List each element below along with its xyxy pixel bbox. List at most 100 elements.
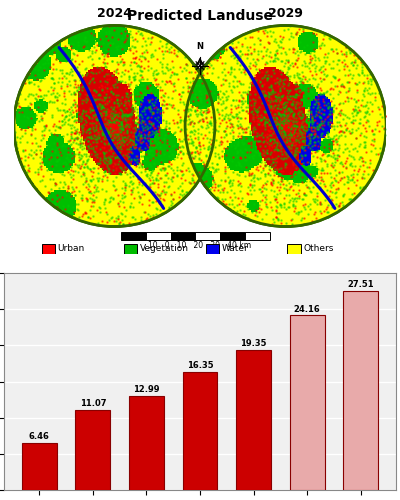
Point <box>70 208 77 216</box>
Point <box>194 106 200 114</box>
Point <box>107 197 113 205</box>
Point <box>115 91 121 99</box>
Point <box>97 95 104 103</box>
Point <box>304 182 310 190</box>
Point <box>131 154 137 162</box>
Point <box>118 118 124 126</box>
Point <box>109 124 115 132</box>
Point <box>62 42 68 50</box>
Point <box>184 61 190 69</box>
Point <box>322 135 328 143</box>
Point <box>114 44 120 52</box>
Point <box>288 134 295 142</box>
Point <box>74 116 80 124</box>
Point <box>286 144 293 152</box>
Point <box>157 164 163 172</box>
Point <box>149 198 155 205</box>
Point <box>346 66 352 74</box>
Point <box>74 87 80 95</box>
Point <box>350 70 356 78</box>
Point <box>181 135 187 143</box>
Point <box>106 128 112 136</box>
Point <box>273 117 280 125</box>
Point <box>294 122 300 130</box>
Point <box>190 122 197 130</box>
Point <box>312 98 319 106</box>
Point <box>309 54 316 62</box>
Point <box>107 84 114 92</box>
Point <box>333 156 340 164</box>
Point <box>153 70 159 78</box>
Point <box>240 88 246 96</box>
Bar <box>170 232 195 239</box>
Point <box>301 188 308 196</box>
Point <box>102 114 108 122</box>
Point <box>86 46 92 54</box>
Point <box>236 98 242 106</box>
Point <box>90 144 96 152</box>
Point <box>91 102 97 110</box>
Point <box>87 106 93 114</box>
Point <box>198 110 204 118</box>
Point <box>122 122 129 130</box>
Point <box>114 64 120 72</box>
Point <box>307 87 314 95</box>
Point <box>349 145 356 153</box>
Point <box>114 96 120 104</box>
Point <box>282 138 288 145</box>
Point <box>290 122 296 130</box>
Point <box>266 90 272 98</box>
Point <box>276 43 282 51</box>
Point <box>121 132 127 140</box>
Point <box>218 106 225 114</box>
Point <box>177 148 184 156</box>
Point <box>169 68 176 76</box>
Point <box>39 155 45 163</box>
Point <box>290 156 297 164</box>
Point <box>272 110 279 118</box>
Point <box>299 171 305 179</box>
Point <box>350 153 356 161</box>
Point <box>245 172 252 179</box>
Point <box>164 139 170 147</box>
Point <box>55 124 61 132</box>
Point <box>219 111 226 119</box>
Point <box>147 156 154 164</box>
Point <box>122 184 128 192</box>
Point <box>54 88 60 96</box>
Point <box>278 144 284 152</box>
Point <box>124 82 131 90</box>
Point <box>122 212 128 220</box>
Point <box>309 86 316 94</box>
Point <box>187 120 193 128</box>
Point <box>269 220 276 228</box>
Point <box>227 44 233 52</box>
Point <box>37 77 43 85</box>
Point <box>160 166 167 173</box>
Point <box>303 190 310 198</box>
Point <box>209 69 215 77</box>
Point <box>284 135 290 143</box>
Point <box>126 97 133 105</box>
Point <box>78 132 84 140</box>
Point <box>79 194 85 202</box>
Point <box>247 138 254 146</box>
Point <box>217 180 224 188</box>
Point <box>123 110 129 118</box>
Point <box>119 124 125 132</box>
Point <box>110 128 117 136</box>
Point <box>68 124 74 132</box>
Point <box>89 106 95 114</box>
Point <box>257 36 264 44</box>
Point <box>115 127 122 135</box>
Point <box>110 150 116 158</box>
Point <box>41 126 48 134</box>
Point <box>134 152 140 160</box>
Point <box>102 132 108 140</box>
Point <box>270 37 277 45</box>
Point <box>135 124 142 132</box>
Point <box>234 148 241 156</box>
Point <box>210 176 216 184</box>
Point <box>277 77 283 85</box>
Point <box>234 140 240 147</box>
